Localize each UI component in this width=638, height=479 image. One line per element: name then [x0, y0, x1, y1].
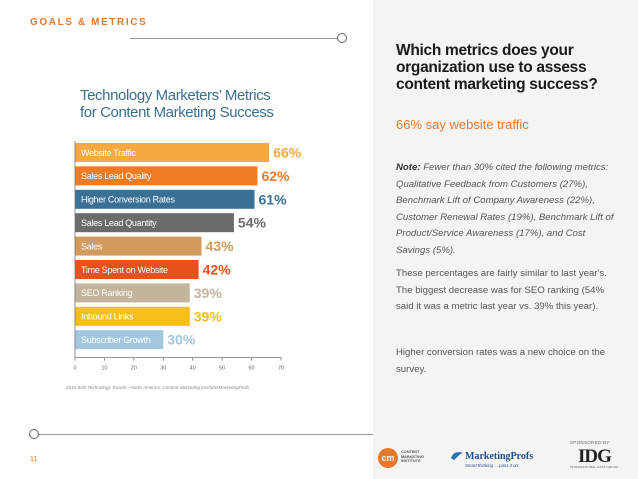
- x-tick-label: 50: [219, 366, 225, 372]
- chart-title-line-1: Technology Marketers’ Metrics: [80, 87, 271, 104]
- bar-value-label: 62%: [261, 168, 290, 184]
- cmi-logo-mark: cm: [378, 448, 398, 468]
- bar-category-label: Time Spent on Website: [81, 265, 168, 275]
- x-tick-label: 10: [101, 366, 107, 372]
- bar: [75, 143, 270, 162]
- x-tick-label: 70: [278, 366, 284, 372]
- header-rule-end-circle: [337, 33, 347, 43]
- idg-logo: IDG INTERNATIONAL DATA GROUP: [570, 446, 632, 472]
- marketingprofs-name: MarketingProfs: [465, 451, 534, 462]
- panel-paragraph-2: Higher conversion rates was a new choice…: [396, 347, 606, 375]
- bar: [75, 283, 190, 303]
- bar-category-label: Subscriber Growth: [81, 335, 151, 345]
- bar-value-label: 39%: [194, 308, 223, 324]
- cmi-logo: cm CONTENT MARKETING INSTITUTE: [378, 448, 440, 470]
- chart-title: Technology Marketers’ Metrics for Conten…: [80, 87, 320, 121]
- sponsored-by-label: SPONSORED BY:: [570, 440, 611, 445]
- panel-note: Note: Fewer than 30% cited the following…: [396, 160, 621, 259]
- x-tick-label: 0: [73, 366, 76, 372]
- bar-value-label: 39%: [194, 285, 223, 301]
- marketingprofs-logo: MarketingProfs Smart thinking ... pass i…: [450, 449, 555, 471]
- bar-category-label: Higher Conversion Rates: [81, 195, 175, 205]
- chart-title-line-2: for Content Marketing Success: [80, 104, 274, 121]
- footer-rule-end-circle: [29, 429, 39, 439]
- x-tick-label: 20: [131, 366, 137, 372]
- section-label: GOALS & METRICS: [30, 17, 148, 28]
- bar-category-label: Sales: [81, 241, 103, 251]
- x-tick-label: 60: [249, 366, 255, 372]
- bar: [75, 213, 234, 233]
- bar-value-label: 30%: [167, 332, 196, 348]
- panel-question: Which metrics does your organization use…: [396, 42, 598, 93]
- cmi-logo-text: CONTENT MARKETING INSTITUTE: [401, 450, 424, 464]
- idg-logo-text: IDG: [578, 446, 612, 467]
- bar: [75, 330, 164, 350]
- source-note: 2015 B2B Technology Trends—North America…: [66, 385, 250, 390]
- bar-category-label: Sales Lead Quantity: [81, 218, 157, 228]
- bird-icon: [451, 452, 463, 460]
- bar-value-label: 61%: [259, 191, 288, 207]
- x-tick-label: 30: [160, 366, 166, 372]
- bar: [75, 189, 255, 209]
- bar: [75, 166, 258, 186]
- right-panel: [373, 0, 638, 479]
- bar: [75, 236, 202, 256]
- x-tick-label: 40: [190, 366, 196, 372]
- idg-logo-subtext: INTERNATIONAL DATA GROUP: [570, 465, 619, 469]
- header-rule: [130, 38, 338, 39]
- bar-value-label: 54%: [238, 215, 267, 231]
- bar-category-label: Inbound Links: [81, 312, 134, 322]
- marketingprofs-tagline: Smart thinking ... pass it on.: [465, 463, 520, 468]
- footer-rule: [39, 434, 373, 435]
- bar: [75, 306, 190, 326]
- panel-highlight: 66% say website traffic: [396, 117, 529, 132]
- bar-category-label: SEO Ranking: [81, 288, 133, 298]
- bar-category-label: Sales Lead Quality: [81, 171, 152, 181]
- panel-paragraph-1: These percentages are fairly similar to …: [396, 268, 607, 312]
- bar-value-label: 66%: [273, 145, 302, 161]
- bar-chart: Website Traffic 66% Sales Lead Quality 62% H…: [73, 141, 302, 372]
- bar-category-label: Website Traffic: [81, 148, 136, 158]
- note-text: Fewer than 30% cited the following metri…: [396, 162, 614, 256]
- page-number: 11: [30, 456, 38, 463]
- bar-value-label: 42%: [203, 262, 232, 278]
- bar: [75, 260, 199, 279]
- note-label: Note:: [396, 162, 421, 173]
- bar-value-label: 43%: [206, 238, 235, 254]
